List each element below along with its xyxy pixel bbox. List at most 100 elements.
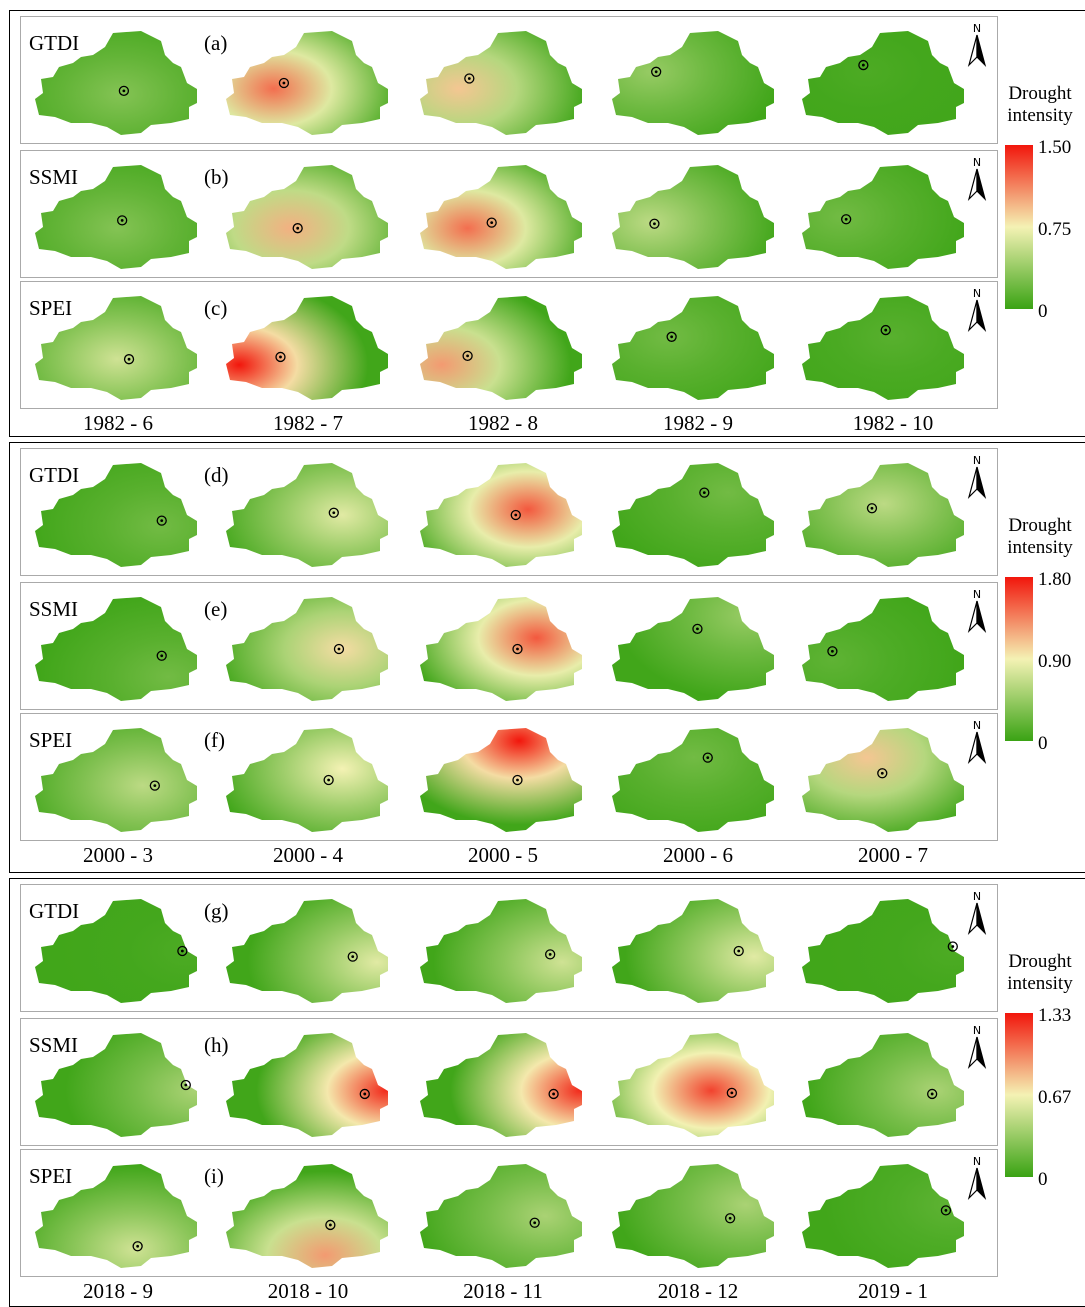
drought-map <box>420 597 582 701</box>
drought-centroid-dot <box>552 1092 555 1096</box>
panel-letter: (h) <box>204 1033 229 1057</box>
drought-map <box>420 1033 582 1137</box>
drought-map <box>226 31 388 135</box>
legend-title-line-1: Drought <box>1008 515 1072 536</box>
drought-centroid-marker <box>702 752 713 763</box>
drought-centroid-marker <box>699 487 710 498</box>
basin-area <box>35 165 197 269</box>
panel-letter: (f) <box>204 728 225 752</box>
panel-letter: (a) <box>204 31 228 55</box>
basin-area <box>420 165 582 269</box>
drought-centroid-dot <box>153 784 157 787</box>
drought-map <box>612 597 774 701</box>
basin-area <box>226 463 388 567</box>
drought-map <box>802 296 964 400</box>
date-label: 1982 - 6 <box>83 411 153 435</box>
drought-centroid-dot <box>160 654 164 658</box>
drought-map <box>612 165 774 269</box>
basin-area <box>612 463 774 567</box>
legend-title: Drought intensity <box>996 83 1084 127</box>
north-arrow-icon: N <box>967 588 987 633</box>
drought-centroid-marker <box>347 951 358 962</box>
drought-map <box>420 165 582 269</box>
north-label: N <box>973 890 981 903</box>
drought-map <box>802 1164 964 1268</box>
basin-area <box>802 1164 964 1268</box>
legend-title: Drought intensity <box>996 951 1084 995</box>
date-label: 2000 - 5 <box>468 843 538 867</box>
drought-map <box>35 728 197 832</box>
drought-centroid-dot <box>880 771 884 775</box>
basin-area <box>226 1033 388 1137</box>
drought-centroid-dot <box>870 506 874 510</box>
drought-map <box>420 463 582 567</box>
panel-row-c: SPEI (c) N <box>20 281 998 409</box>
legend-colorbar <box>1005 145 1033 309</box>
drought-centroid-marker <box>724 1213 736 1224</box>
drought-centroid-dot <box>184 1083 188 1087</box>
date-label: 2000 - 7 <box>858 843 928 867</box>
date-label: 1982 - 9 <box>663 411 733 435</box>
drought-centroid-dot <box>706 756 710 759</box>
drought-map <box>226 597 388 701</box>
drought-centroid-marker <box>117 215 128 226</box>
drought-centroid-marker <box>880 324 891 336</box>
basin-area <box>802 1033 964 1137</box>
basin-area <box>612 728 774 832</box>
basin-area <box>612 1033 774 1137</box>
drought-centroid-dot <box>670 335 674 339</box>
drought-centroid-dot <box>363 1092 367 1096</box>
basin-area <box>35 728 197 832</box>
basin-area <box>420 31 582 135</box>
drought-centroid-marker <box>156 515 167 526</box>
drought-centroid-dot <box>737 949 741 953</box>
drought-centroid-marker <box>177 945 188 957</box>
drought-map <box>612 31 774 135</box>
date-label: 2018 - 9 <box>83 1279 153 1303</box>
drought-map <box>35 1164 197 1268</box>
date-label: 1982 - 7 <box>273 411 343 435</box>
drought-map <box>420 296 582 400</box>
legend-title-line-2: intensity <box>1007 973 1073 994</box>
north-arrow-icon: N <box>967 454 987 499</box>
basin-area <box>612 899 774 1003</box>
drought-map <box>35 899 197 1003</box>
north-arrow-icon: N <box>967 156 987 201</box>
drought-map <box>420 728 582 832</box>
drought-centroid-dot <box>944 1209 948 1212</box>
drought-centroid-marker <box>692 623 703 634</box>
drought-centroid-dot <box>127 357 131 361</box>
basin-area <box>802 728 964 832</box>
north-arrow-icon: N <box>967 890 987 935</box>
basin-area <box>35 1033 197 1137</box>
drought-centroid-dot <box>136 1244 140 1248</box>
legend-tick-min: 0 <box>1038 733 1048 754</box>
drought-centroid-marker <box>649 218 660 229</box>
index-label: SPEI <box>29 296 73 320</box>
drought-centroid-marker <box>156 650 167 661</box>
basin-area <box>612 597 774 701</box>
drought-centroid-marker <box>651 66 662 77</box>
drought-map <box>612 296 774 400</box>
panel-row-d: GTDI (d) N <box>20 448 998 576</box>
drought-centroid-dot <box>831 649 834 653</box>
date-label: 2000 - 4 <box>273 843 343 867</box>
drought-map <box>420 899 582 1003</box>
basin-area <box>420 296 582 400</box>
drought-map <box>612 899 774 1003</box>
basin-area <box>420 463 582 567</box>
panel-row-b: SSMI (b) N <box>20 150 998 278</box>
basin-area <box>35 31 197 135</box>
drought-centroid-dot <box>180 949 184 953</box>
north-label: N <box>973 454 981 467</box>
index-label: SPEI <box>29 1164 73 1188</box>
drought-centroid-dot <box>730 1091 734 1095</box>
drought-centroid-marker <box>325 1219 336 1231</box>
drought-map <box>802 165 964 269</box>
panel-letter: (c) <box>204 296 228 320</box>
drought-map <box>226 165 388 269</box>
legend-colorbar <box>1005 1013 1033 1177</box>
drought-centroid-dot <box>122 89 126 93</box>
north-arrow-icon: N <box>967 22 987 67</box>
index-label: SPEI <box>29 728 73 752</box>
